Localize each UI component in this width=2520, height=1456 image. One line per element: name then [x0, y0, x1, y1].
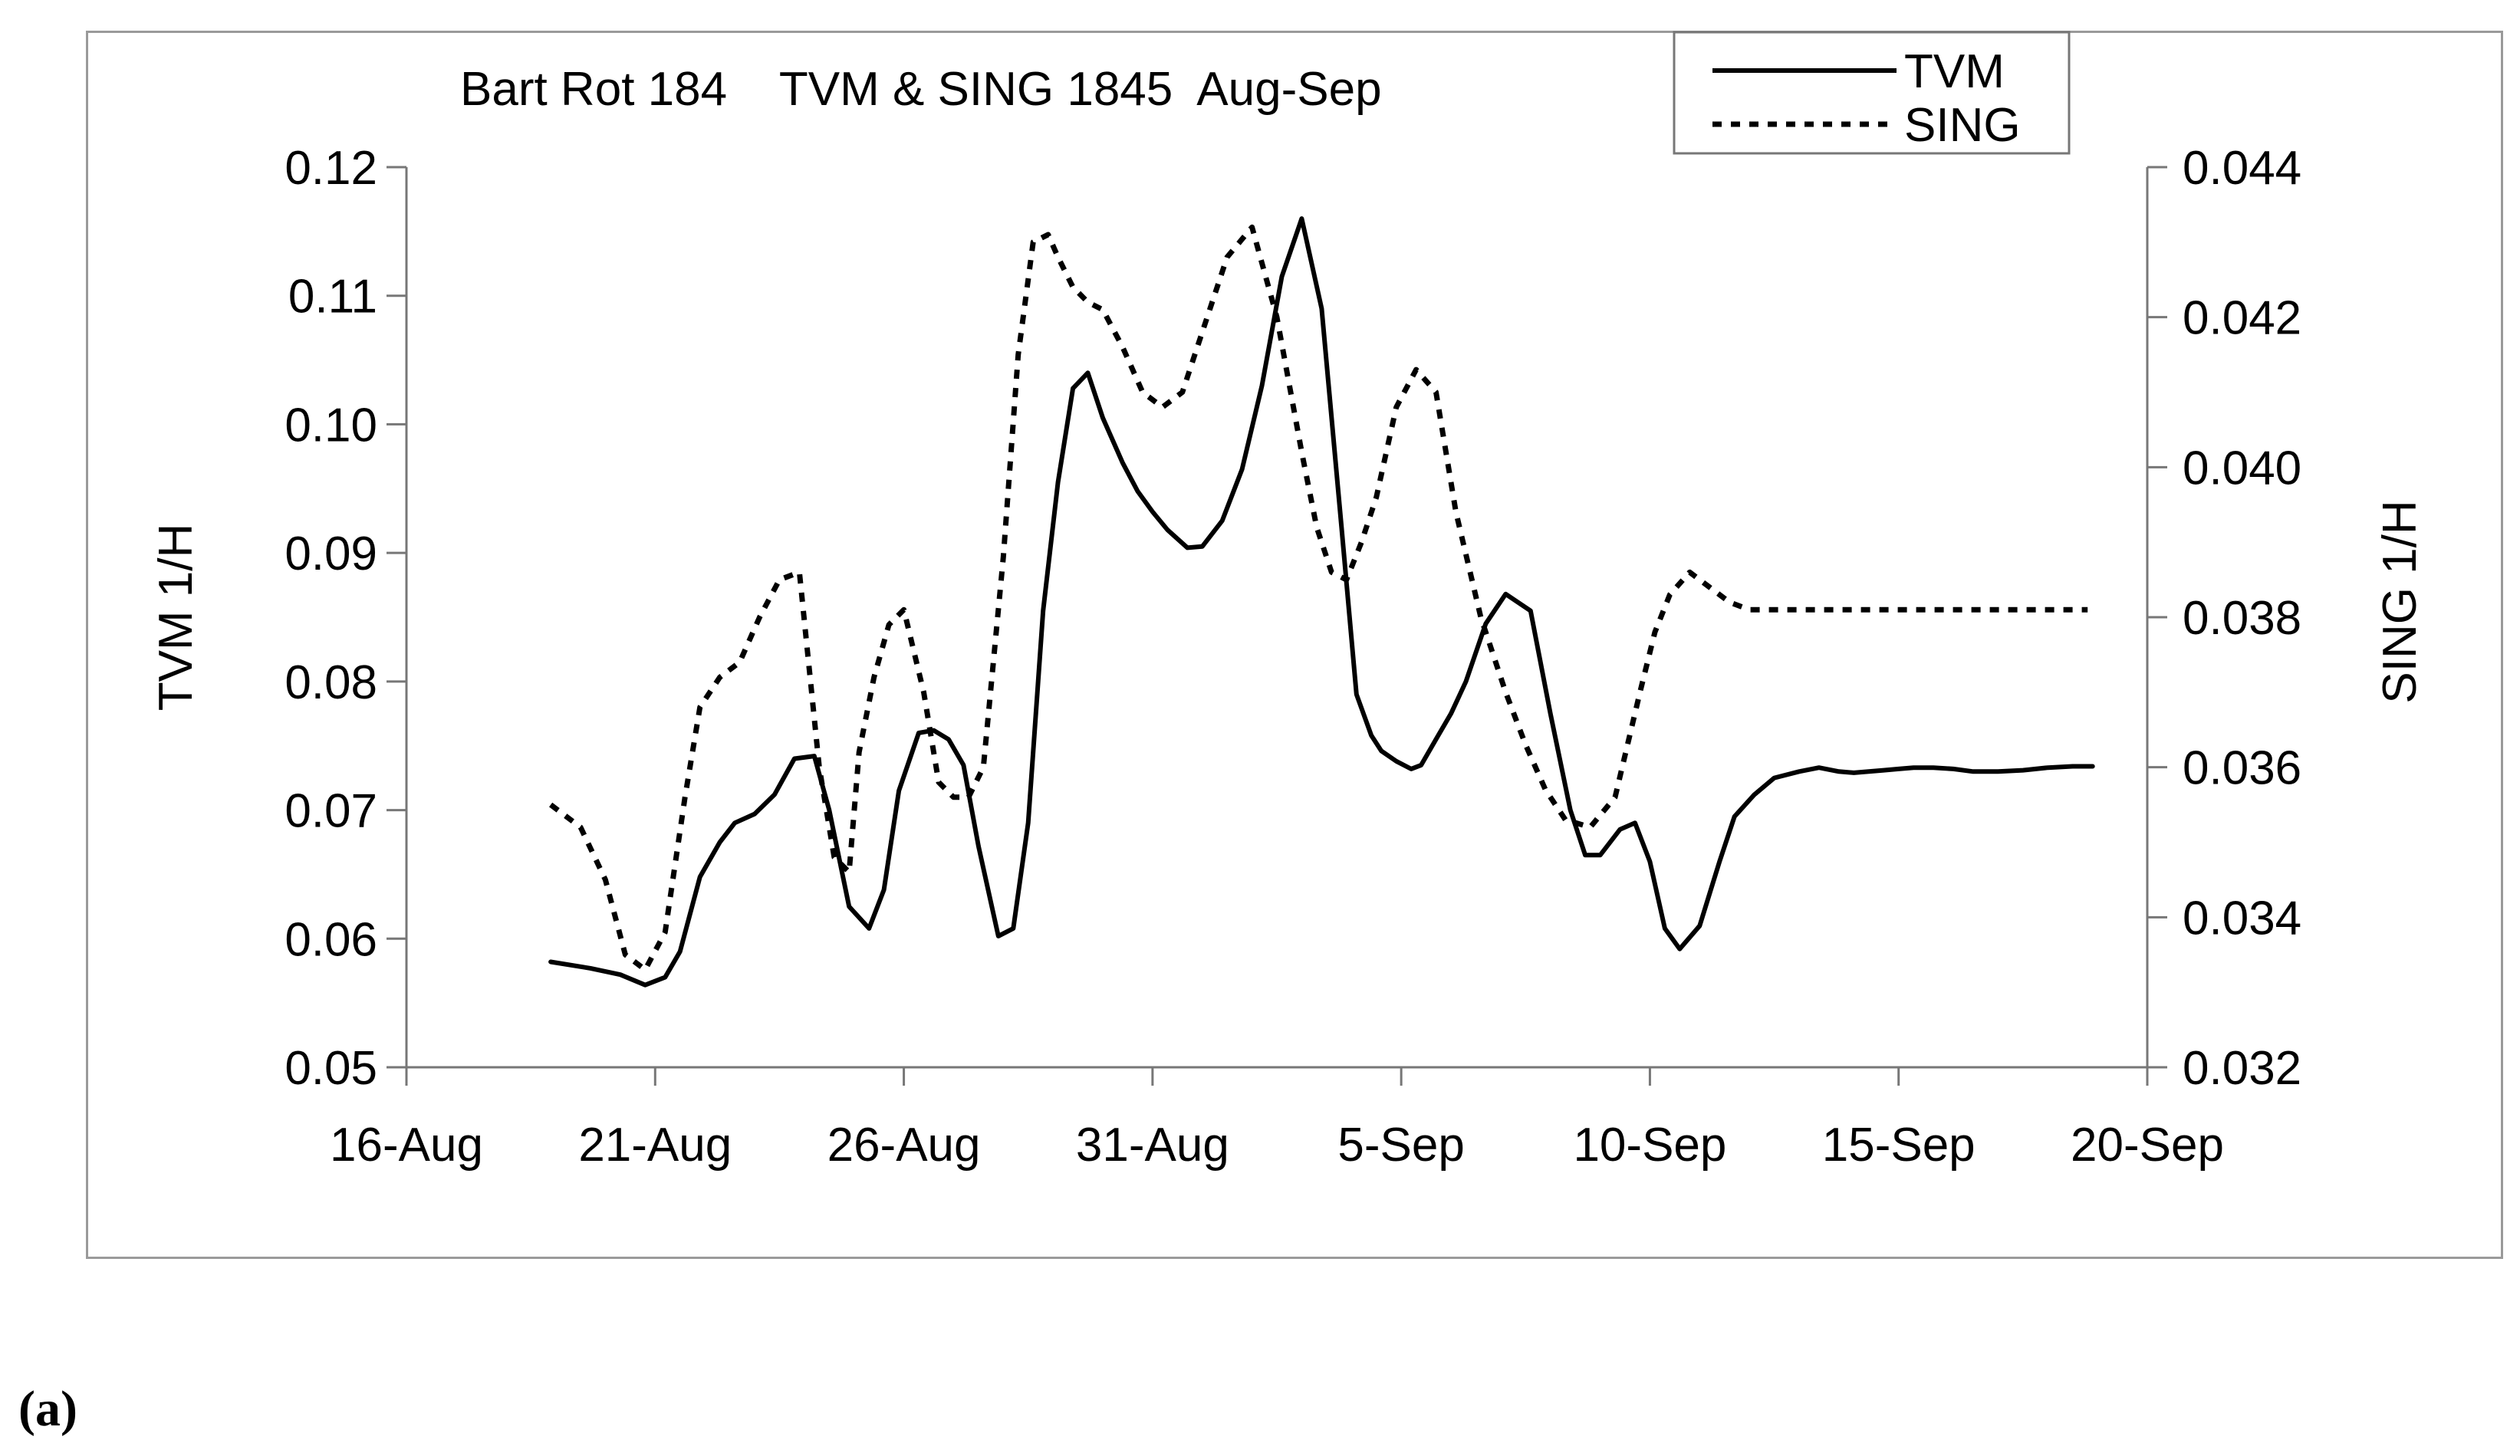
y-tick-label-left: 0.06 — [285, 913, 377, 966]
y-tick-label-left: 0.12 — [285, 142, 377, 195]
x-tick-label: 20-Sep — [2071, 1119, 2224, 1172]
y-tick-label-right: 0.036 — [2183, 742, 2301, 795]
labels-layer: 0.05 0.06 0.07 0.08 0.09 0.10 0.11 0.12 0.032 0.0… — [150, 31, 2426, 1172]
x-tick-label: 15-Sep — [1822, 1119, 1976, 1172]
x-tick-label: 16-Aug — [330, 1119, 483, 1172]
x-tick-label: 5-Sep — [1337, 1119, 1464, 1172]
y-axis-title-right: SING 1/H — [2374, 500, 2426, 703]
panel-label: (a) — [18, 1381, 77, 1437]
y-tick-label-right: 0.042 — [2183, 292, 2301, 345]
y-tick-label-right: 0.038 — [2183, 592, 2301, 645]
legend-label-tvm: TVM — [1904, 45, 2005, 98]
y-tick-label-left: 0.08 — [285, 656, 377, 709]
chart-title: Bart Rot 184 TVM & SING 1845 Aug-Sep — [460, 63, 1382, 116]
y-tick-label-right: 0.040 — [2183, 442, 2301, 495]
legend-box — [1673, 31, 2071, 155]
y-tick-label-left: 0.10 — [285, 399, 377, 452]
y-axis-title-left: TVM 1/H — [150, 524, 202, 712]
y-tick-label-left: 0.07 — [285, 785, 377, 838]
series-line-tvm — [548, 216, 2095, 988]
y-tick-label-right: 0.044 — [2183, 142, 2301, 195]
x-tick-label: 10-Sep — [1573, 1119, 1726, 1172]
series-line-sing — [548, 224, 2088, 973]
y-tick-label-left: 0.11 — [288, 271, 377, 324]
y-tick-label-right: 0.034 — [2183, 892, 2301, 945]
chart-frame — [86, 31, 2503, 1259]
legend-label-sing: SING — [1904, 99, 2021, 152]
x-tick-label: 26-Aug — [827, 1119, 981, 1172]
x-tick-label: 21-Aug — [578, 1119, 732, 1172]
x-tick-label: 31-Aug — [1076, 1119, 1229, 1172]
y-tick-label-left: 0.05 — [285, 1042, 377, 1095]
axes — [387, 166, 2167, 1086]
y-tick-label-left: 0.09 — [285, 528, 377, 580]
series-layer — [548, 216, 2095, 988]
y-tick-label-right: 0.032 — [2183, 1042, 2301, 1095]
